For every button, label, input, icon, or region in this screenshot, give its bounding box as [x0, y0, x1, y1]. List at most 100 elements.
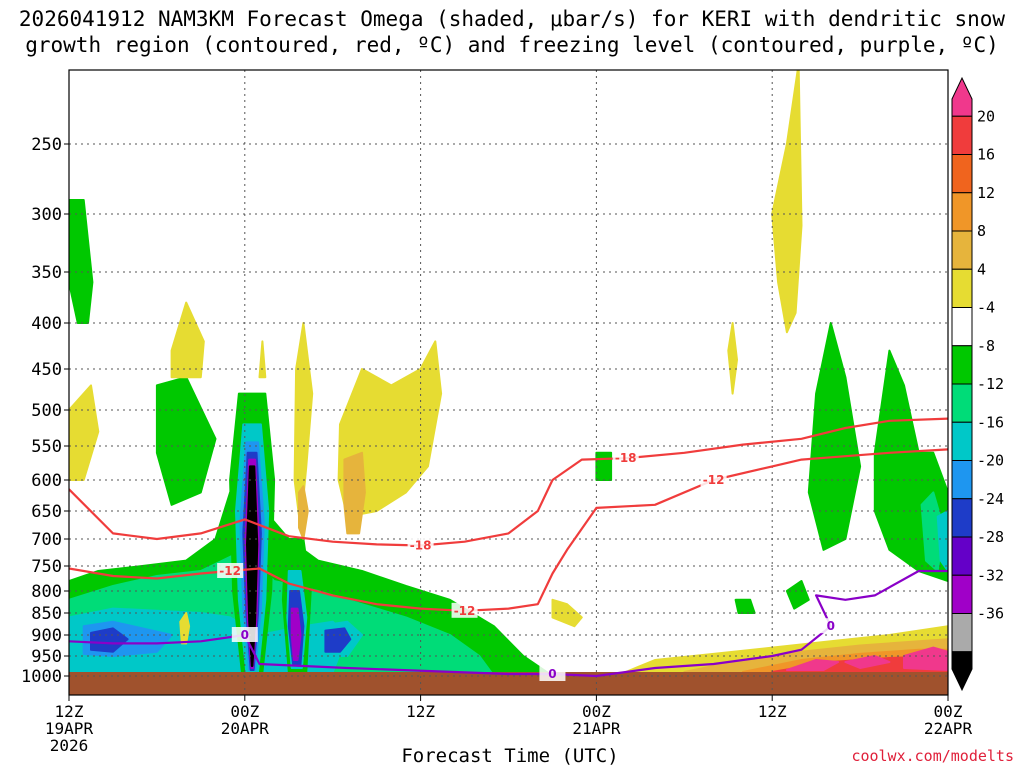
y-tick-label-400: 400 — [31, 314, 62, 334]
omega-region-35 — [771, 70, 803, 334]
contour-label-3: -12 — [454, 604, 476, 618]
omega-region-17 — [324, 627, 352, 653]
contour-label-bg-7 — [817, 618, 844, 634]
y-tick-label-900: 900 — [31, 626, 62, 646]
y-axis: 2503003504004505005506006507007508008509… — [21, 135, 69, 687]
x-tick-label-60-1: 22APR — [924, 719, 973, 738]
omega-shading — [69, 70, 948, 677]
colorbar-label-5: -4 — [977, 299, 995, 317]
colorbar-label-2: 12 — [977, 184, 995, 202]
colorbar-label-9: -20 — [977, 452, 1004, 470]
y-tick-label-350: 350 — [31, 263, 62, 283]
ground-layer — [69, 672, 948, 695]
colorbar: 20 16 12 8 4 -4 -8 -12 -16 -20 -24 -28 -32 -36 — [951, 76, 1004, 692]
colorbar-label-12: -32 — [977, 566, 1004, 584]
x-tick-label-0-2: 2026 — [50, 736, 89, 755]
omega-region-29 — [807, 322, 862, 551]
plot-frame — [68, 69, 949, 696]
contour-label-6: 0 — [548, 667, 556, 681]
y-tick-label-450: 450 — [31, 360, 62, 380]
contour-label-2: -12 — [219, 564, 241, 578]
y-tick-label-1000: 1000 — [21, 667, 62, 687]
y-tick-label-500: 500 — [31, 401, 62, 421]
contour-label-1: -18 — [615, 451, 637, 465]
contour-label-bg-2 — [217, 563, 244, 578]
contour-label-0: -18 — [410, 538, 432, 552]
colorbar-label-7: -12 — [977, 375, 1004, 393]
colorbar-label-1: 16 — [977, 146, 995, 164]
colorbar-swatch-4 — [951, 230, 973, 270]
omega-region-25 — [298, 485, 309, 540]
ground-fill — [69, 672, 948, 695]
y-tick-label-250: 250 — [31, 135, 62, 155]
y-tick-label-600: 600 — [31, 471, 62, 491]
colorbar-swatch-7 — [951, 345, 973, 385]
y-tick-label-950: 950 — [31, 647, 62, 667]
y-tick-label-750: 750 — [31, 557, 62, 577]
x-tick-label-0-0: 12Z — [55, 702, 84, 721]
contour--18 — [69, 417, 948, 547]
colorbar-swatch-13 — [951, 574, 973, 614]
x-tick-label-0-1: 19APR — [45, 719, 94, 738]
contour-label-5: 0 — [241, 628, 249, 642]
y-tick-label-800: 800 — [31, 582, 62, 602]
omega-region-43 — [903, 646, 948, 671]
omega-region-36 — [727, 322, 738, 395]
x-tick-label-12-0: 00Z — [230, 702, 259, 721]
omega-region-26 — [179, 612, 191, 645]
colorbar-label-3: 8 — [977, 222, 986, 240]
omega-region-5 — [90, 627, 129, 653]
x-tick-label-24-0: 12Z — [406, 702, 435, 721]
omega-region-24 — [343, 451, 366, 535]
omega-region-42 — [844, 655, 891, 669]
omega-region-21 — [258, 340, 267, 379]
x-tick-label-12-1: 20APR — [221, 719, 270, 738]
y-tick-label-700: 700 — [31, 530, 62, 550]
contour-label-bg-0 — [407, 537, 434, 553]
omega-region-33 — [785, 580, 810, 610]
colorbar-label-0: 20 — [977, 107, 995, 125]
omega-region-20 — [170, 301, 205, 379]
colorbar-label-8: -16 — [977, 413, 1004, 431]
colorbar-swatch-15 — [951, 651, 973, 692]
colorbar-label-10: -24 — [977, 490, 1004, 508]
contour-0 — [69, 569, 948, 678]
colorbar-label-6: -8 — [977, 337, 995, 355]
colorbar-swatch-14 — [951, 613, 973, 653]
omega-region-19 — [69, 384, 100, 481]
y-tick-label-850: 850 — [31, 604, 62, 624]
contour-label-4: -12 — [703, 473, 725, 487]
x-tick-label-48-0: 12Z — [758, 702, 787, 721]
contour-label-bg-6 — [539, 666, 566, 681]
colorbar-swatch-5 — [951, 268, 973, 308]
colorbar-label-13: -36 — [977, 605, 1004, 623]
contour-label-bg-4 — [700, 472, 727, 487]
omega-region-15 — [290, 607, 302, 661]
colorbar-swatch-3 — [951, 192, 973, 232]
colorbar-swatch-11 — [951, 498, 973, 538]
colorbar-swatch-8 — [951, 383, 973, 423]
contour-label-bg-3 — [451, 602, 478, 618]
x-axis-title: Forecast Time (UTC) — [401, 745, 619, 767]
omega-region-28 — [595, 451, 613, 481]
y-tick-label-550: 550 — [31, 437, 62, 457]
colorbar-swatch-1 — [951, 115, 973, 155]
colorbar-swatch-0 — [951, 76, 973, 117]
chart-title-line-2: growth region (contoured, red, ºC) and f… — [25, 33, 999, 57]
colorbar-swatch-12 — [951, 536, 973, 576]
omega-region-32 — [936, 510, 948, 572]
x-tick-label-36-1: 21APR — [572, 719, 621, 738]
x-tick-label-36-0: 00Z — [582, 702, 611, 721]
omega-region-41 — [785, 659, 840, 671]
omega-region-34 — [734, 598, 756, 614]
contour-label-7: 0 — [827, 619, 835, 633]
contour-lines: -18 -18 -12 -12 -12 0 0 0 — [69, 417, 948, 681]
colorbar-label-11: -28 — [977, 528, 1004, 546]
colorbar-swatch-2 — [951, 154, 973, 194]
colorbar-swatch-6 — [951, 307, 973, 347]
contour-label-bg-5 — [231, 627, 258, 642]
y-tick-label-650: 650 — [31, 502, 62, 522]
x-tick-label-60-0: 00Z — [934, 702, 963, 721]
